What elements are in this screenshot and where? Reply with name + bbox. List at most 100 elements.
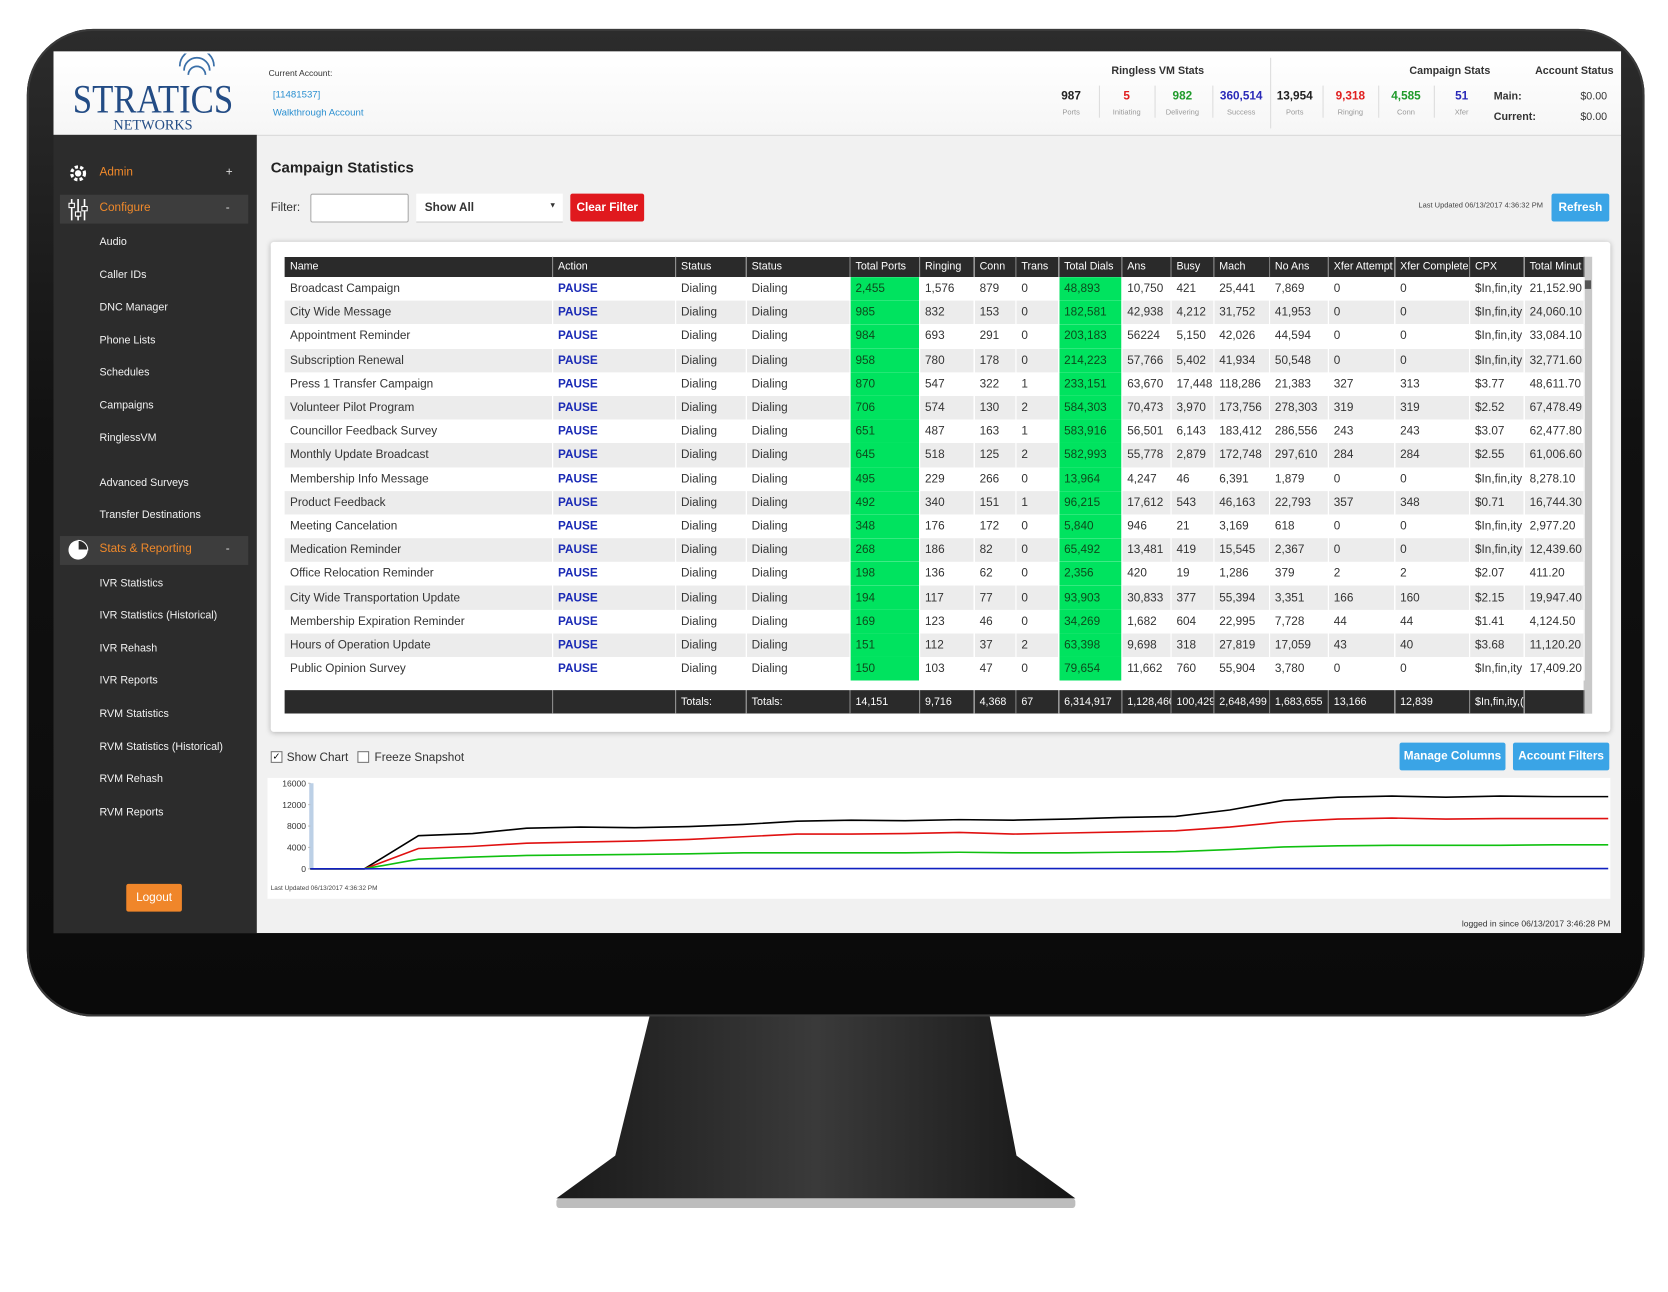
column-header[interactable]: Total Minut (1523, 256, 1585, 278)
action-link[interactable]: PAUSE (552, 490, 676, 515)
action-link[interactable]: PAUSE (552, 538, 676, 563)
action-link[interactable]: PAUSE (552, 633, 676, 657)
table-cell: Dialing (675, 633, 747, 657)
menu-item[interactable]: IVR Statistics (99, 577, 164, 590)
table-cell: 1 (1015, 372, 1059, 396)
column-header[interactable]: Conn (973, 256, 1016, 278)
menu-item[interactable]: Audio (99, 236, 127, 249)
column-header[interactable]: Total Dials (1058, 256, 1122, 278)
menu-item[interactable]: Schedules (99, 367, 150, 379)
table-cell: 495 (849, 467, 920, 491)
show-chart-checkbox[interactable]: ✓ (270, 751, 283, 763)
table-cell: 3,351 (1269, 585, 1329, 610)
account-row-value: $0.00 (1580, 90, 1608, 103)
table-cell: Medication Reminder (284, 538, 553, 563)
column-header[interactable]: Action (552, 256, 676, 278)
table-cell: $3.68 (1469, 633, 1525, 657)
section-icon (67, 539, 89, 566)
column-header[interactable]: Status (675, 256, 747, 278)
table-cell: City Wide Message (284, 300, 553, 325)
table-cell: Dialing (745, 490, 851, 515)
table-cell: 286,556 (1269, 419, 1329, 444)
clear-filter-button[interactable]: Clear Filter (570, 193, 645, 222)
totals-row: Totals: Totals: 14,151 9,716 4,368 67 6,314,91… (284, 690, 1585, 714)
menu-item[interactable]: RVM Reports (99, 806, 164, 819)
action-link[interactable]: PAUSE (552, 656, 676, 681)
table-row: Councillor Feedback Survey PAUSE Dialing Di… (284, 419, 1585, 444)
action-link[interactable]: PAUSE (552, 514, 676, 539)
section-toggle[interactable]: - (225, 542, 230, 556)
table-cell: 194 (849, 585, 920, 610)
account-filters-button[interactable]: Account Filters (1512, 742, 1610, 771)
table-cell: 0 (1394, 656, 1470, 681)
table-cell: 582,993 (1058, 443, 1122, 468)
action-link[interactable]: PAUSE (552, 467, 676, 491)
column-header[interactable]: Ans (1121, 256, 1172, 278)
refresh-button[interactable]: Refresh (1551, 193, 1610, 222)
column-header[interactable]: Xfer Complete (1394, 256, 1470, 278)
account-name[interactable]: Walkthrough Account (272, 107, 364, 118)
menu-item[interactable]: IVR Statistics (Historical) (99, 609, 218, 622)
column-header[interactable]: Ringing (919, 256, 975, 278)
action-link[interactable]: PAUSE (552, 395, 676, 420)
action-link[interactable]: PAUSE (552, 324, 676, 349)
table-cell: 243 (1327, 419, 1395, 444)
logout-button[interactable]: Logout (126, 883, 182, 912)
table-cell: Dialing (675, 395, 747, 420)
table-cell: 411.20 (1523, 562, 1585, 586)
column-header[interactable]: Xfer Attempt (1327, 256, 1395, 278)
table-cell: 3,970 (1170, 395, 1214, 420)
menu-item[interactable]: Advanced Surveys (99, 477, 189, 489)
column-header[interactable]: CPX (1469, 256, 1525, 278)
totals-cell: 1,128,460 (1121, 690, 1172, 714)
table-cell: 487 (919, 419, 975, 444)
totals-cell: 100,429 (1170, 690, 1214, 714)
menu-item[interactable]: RVM Statistics (Historical) (99, 741, 223, 754)
table-cell: 150 (849, 656, 920, 681)
action-link[interactable]: PAUSE (552, 609, 676, 634)
column-header[interactable]: Mach (1213, 256, 1270, 278)
section-toggle[interactable]: + (225, 165, 233, 179)
table-cell: 229 (919, 467, 975, 491)
menu-item[interactable]: RVM Statistics (99, 708, 169, 721)
manage-columns-button[interactable]: Manage Columns (1399, 742, 1506, 771)
activity-chart: 0 4000 8000 12000 16000 (267, 777, 1611, 899)
action-link[interactable]: PAUSE (552, 300, 676, 325)
table-cell: 24,060.10 (1523, 300, 1585, 325)
action-link[interactable]: PAUSE (552, 277, 676, 301)
action-link[interactable]: PAUSE (552, 562, 676, 586)
section-label[interactable]: Configure (99, 201, 151, 215)
menu-item[interactable]: IVR Reports (99, 675, 158, 687)
column-header[interactable]: Name (284, 256, 553, 278)
scroll-thumb[interactable] (1584, 280, 1592, 289)
section-toggle[interactable]: - (225, 201, 230, 215)
table-cell: 176 (919, 514, 975, 539)
column-header[interactable]: Status (745, 256, 851, 278)
action-link[interactable]: PAUSE (552, 443, 676, 468)
menu-item[interactable]: Caller IDs (99, 269, 147, 282)
scrollbar[interactable] (1583, 256, 1593, 714)
section-label[interactable]: Admin (99, 165, 133, 179)
freeze-checkbox[interactable] (357, 751, 370, 763)
menu-item[interactable]: Campaigns (99, 400, 154, 412)
column-header[interactable]: Total Ports (849, 256, 920, 278)
action-link[interactable]: PAUSE (552, 348, 676, 373)
filter-input[interactable] (310, 193, 409, 223)
column-header[interactable]: Trans (1015, 256, 1059, 278)
column-header[interactable]: Busy (1170, 256, 1214, 278)
table-cell: 4,124.50 (1523, 609, 1585, 634)
menu-item[interactable]: RinglessVM (99, 432, 157, 445)
action-link[interactable]: PAUSE (552, 585, 676, 610)
menu-item[interactable]: IVR Rehash (99, 643, 158, 655)
action-link[interactable]: PAUSE (552, 419, 676, 444)
totals-cell: Totals: (745, 690, 851, 714)
menu-item[interactable]: Phone Lists (99, 334, 156, 347)
column-header[interactable]: No Ans (1269, 256, 1329, 278)
section-label[interactable]: Stats & Reporting (99, 542, 192, 556)
menu-item[interactable]: DNC Manager (99, 301, 168, 314)
menu-item[interactable]: RVM Rehash (99, 773, 163, 786)
menu-item[interactable]: Transfer Destinations (99, 509, 201, 522)
account-id[interactable]: [11481537] (272, 88, 321, 100)
filter-select[interactable]: Show All ▼ (416, 193, 563, 223)
action-link[interactable]: PAUSE (552, 372, 676, 396)
